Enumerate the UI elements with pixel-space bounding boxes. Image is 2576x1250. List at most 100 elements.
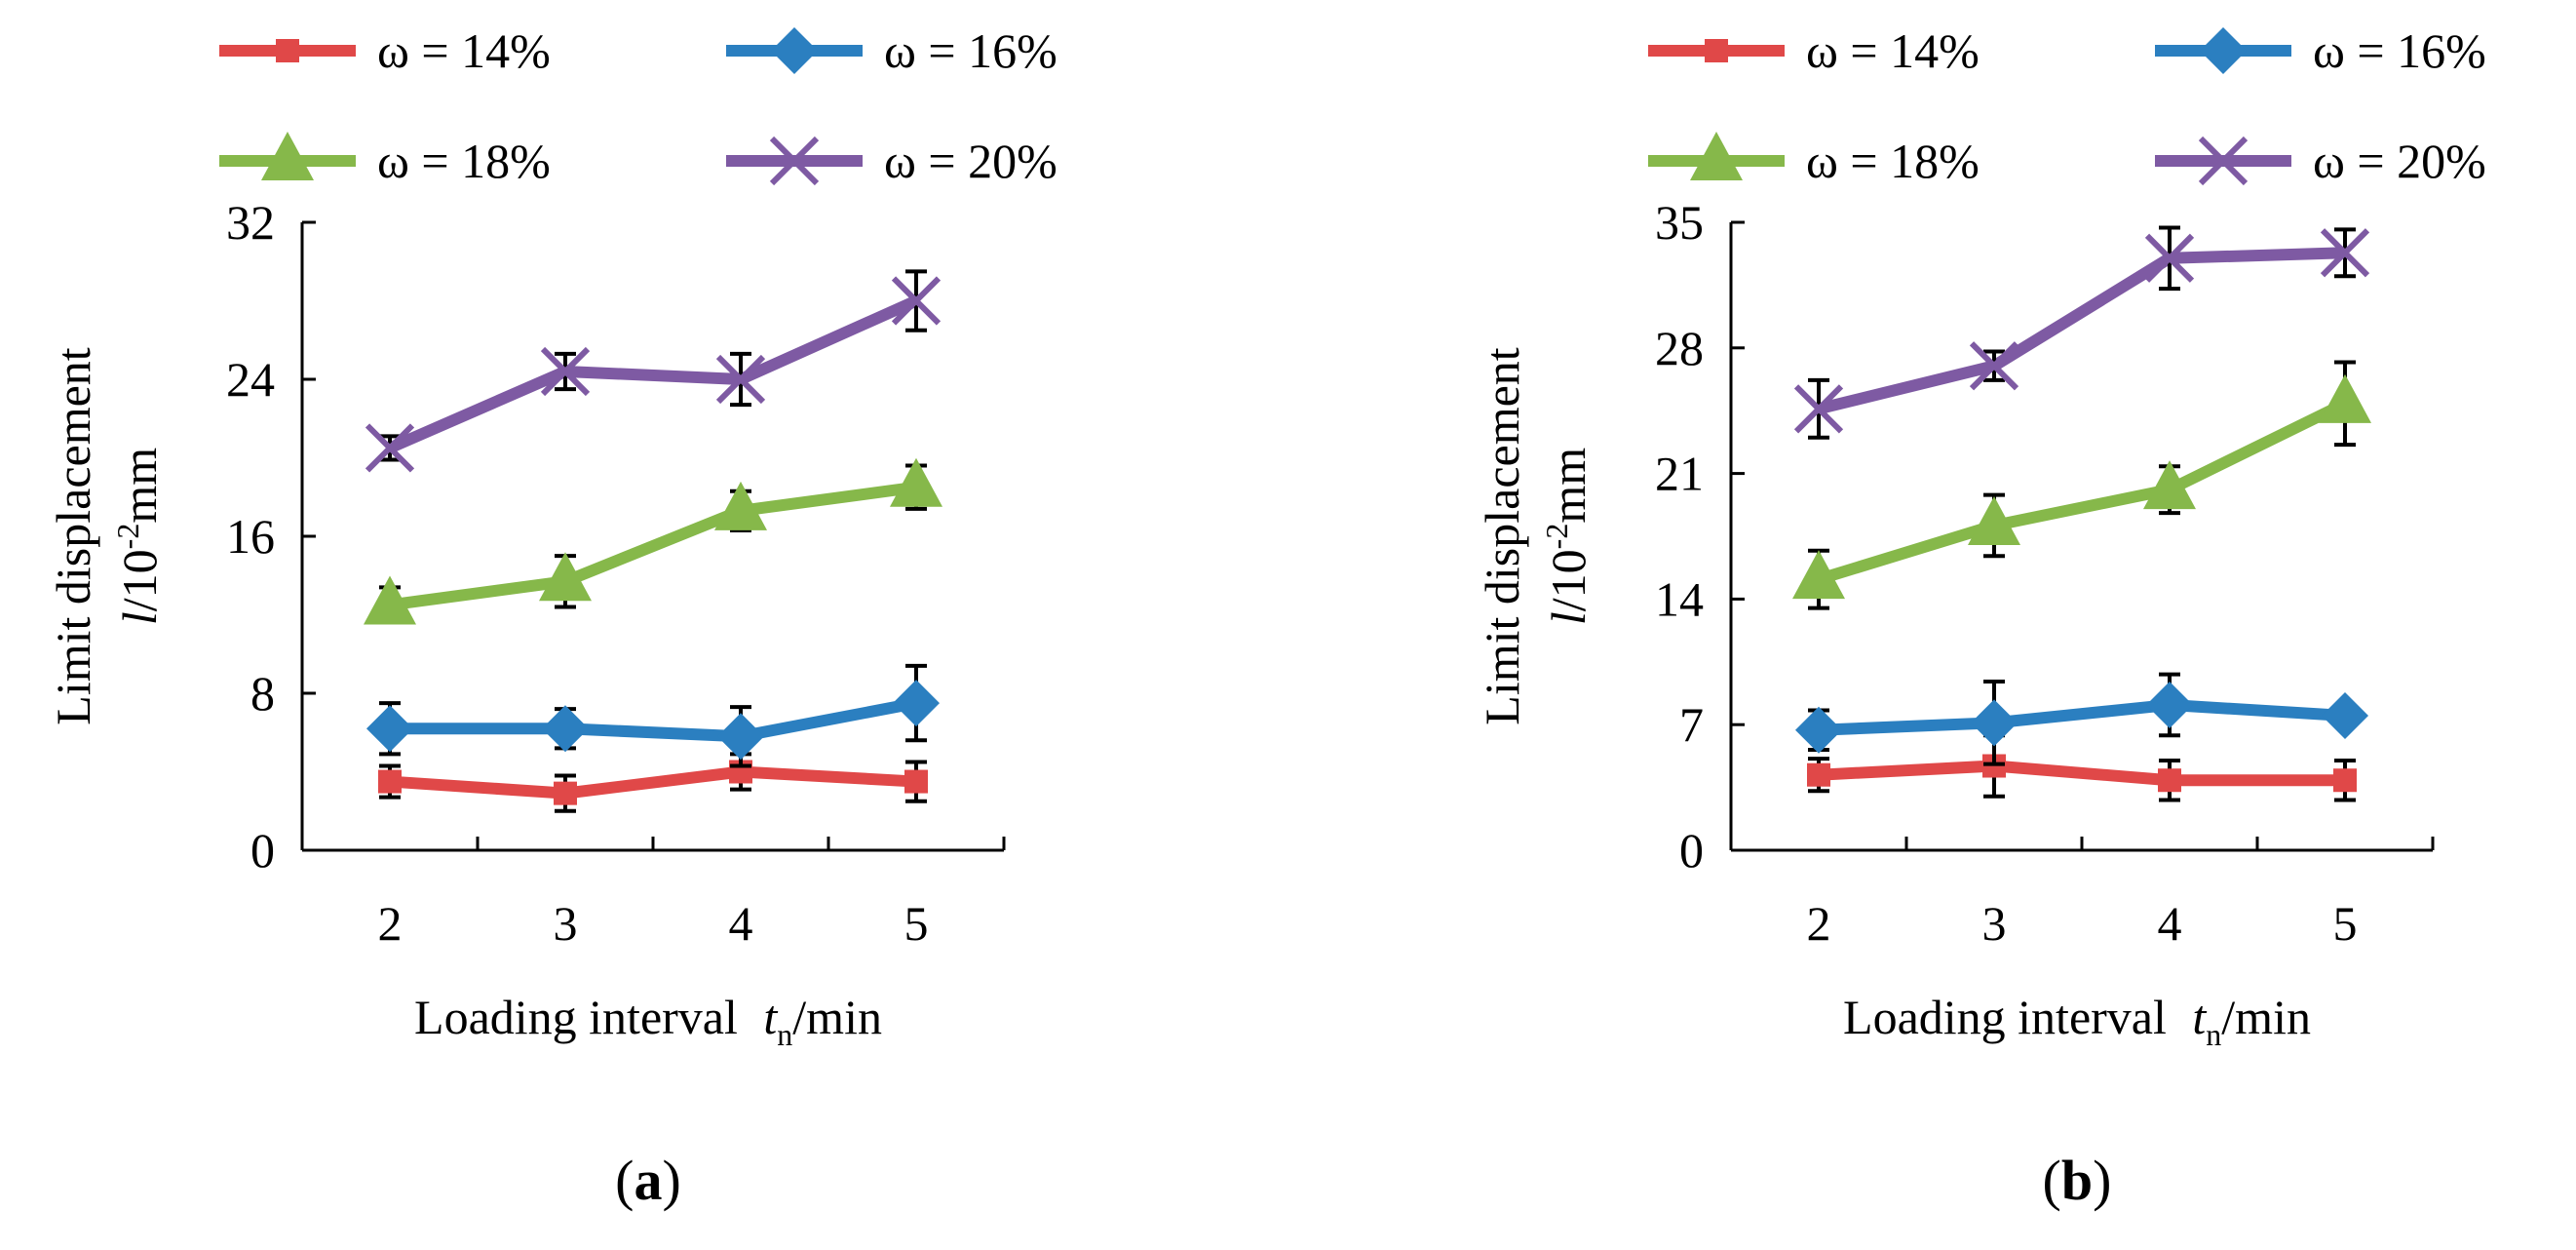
data-point: [542, 705, 589, 753]
x-axis-label-var-b: t: [2192, 990, 2207, 1044]
legend-item: ω = 18%: [219, 132, 551, 188]
y-tick-label: 14: [1655, 571, 1704, 626]
y-axis-label-b: Limit displacement: [1475, 347, 1529, 725]
panel-letter-a: a: [634, 1149, 663, 1212]
data-point: [364, 575, 416, 625]
legend-label: ω = 18%: [377, 134, 551, 188]
series: [366, 663, 940, 768]
panel-paren-open-b: (: [2043, 1149, 2061, 1212]
y-axis-label-a: Limit displacement: [46, 347, 100, 725]
x-tick-label: 3: [1982, 896, 2007, 951]
legend-item: ω = 20%: [2155, 134, 2486, 188]
legend-a: ω = 14% ω = 16% ω = 18% ω = 20%: [219, 23, 1057, 188]
series-line: [390, 697, 918, 743]
panel-b: ω = 14% ω = 16% ω = 18% ω = 20% Limit displ…: [1475, 23, 2486, 1212]
data-point: [1793, 384, 1844, 434]
legend-marker: [771, 27, 818, 74]
x-tick-label: 5: [2333, 896, 2358, 951]
data-point: [366, 705, 413, 753]
legend-marker: [261, 132, 314, 180]
series-line: [387, 295, 919, 453]
legend-item: ω = 16%: [2155, 23, 2486, 78]
series: [1795, 672, 2368, 766]
panel-letter-b: b: [2061, 1149, 2093, 1212]
y-axis-unit-exp-a: -2: [110, 524, 145, 550]
x-axis-label-var-a: t: [763, 990, 778, 1044]
legend-marker: [2200, 27, 2247, 74]
data-point: [365, 423, 415, 473]
data-point: [2333, 768, 2357, 793]
y-tick-label: 21: [1655, 447, 1704, 501]
y-tick-label: 35: [1655, 195, 1704, 250]
x-axis-label-main-b: Loading interval: [1843, 990, 2178, 1044]
y-tick-label: 24: [226, 352, 275, 407]
y-axis-unit-mm-b: mm: [1541, 448, 1596, 524]
plot-area-a: [364, 269, 942, 813]
data-point: [540, 346, 591, 397]
data-point: [378, 769, 402, 794]
legend-item: ω = 18%: [1648, 132, 1980, 188]
legend-marker: [276, 39, 299, 62]
y-tick-label: 32: [226, 195, 275, 250]
series: [1793, 225, 2370, 440]
data-point: [717, 713, 764, 761]
panel-paren-close-a: ): [663, 1149, 681, 1212]
panel-label-b: (b): [2043, 1149, 2112, 1212]
data-point: [2143, 460, 2196, 510]
data-point: [2322, 692, 2368, 739]
legend-label: ω = 16%: [2313, 23, 2486, 78]
panel-label-a: (a): [615, 1149, 681, 1212]
data-point: [890, 457, 942, 507]
legend-label: ω = 14%: [1806, 23, 1980, 78]
data-point: [1807, 762, 1830, 787]
series-line: [1817, 398, 2348, 585]
x-axis-label-sub-a: n: [777, 1017, 792, 1052]
legend-item: ω = 14%: [1648, 23, 1980, 78]
y-tick-label: 16: [226, 509, 275, 564]
x-tick-label: 5: [904, 896, 929, 951]
y-tick-label: 28: [1655, 321, 1704, 375]
series-line: [389, 481, 917, 611]
y-tick-label: 8: [250, 666, 275, 721]
data-point: [1792, 550, 1845, 600]
data-point: [539, 552, 592, 602]
x-tick-label: 2: [378, 896, 403, 951]
series: [365, 269, 942, 473]
legend-label: ω = 14%: [377, 23, 551, 78]
x-axis-label-sub-b: n: [2206, 1017, 2221, 1052]
x-tick-label: 4: [729, 896, 753, 951]
series: [1807, 733, 2357, 802]
legend-marker: [1690, 132, 1743, 180]
x-axis-label-b: Loading interval tn/min: [1843, 990, 2311, 1052]
data-point: [904, 769, 928, 794]
legend-marker: [2198, 136, 2249, 186]
y-tick-label: 0: [250, 823, 275, 878]
series: [364, 457, 942, 625]
legend-label: ω = 20%: [2313, 134, 2486, 188]
y-axis-unit-base-a: /10: [112, 549, 167, 611]
legend-label: ω = 20%: [884, 134, 1057, 188]
data-point: [893, 680, 940, 727]
data-point: [1969, 341, 2019, 391]
x-tick-label: 4: [2158, 896, 2182, 951]
data-point: [2144, 233, 2195, 283]
data-point: [1971, 699, 2018, 747]
data-point: [1795, 706, 1842, 754]
panel-paren-close-b: ): [2093, 1149, 2111, 1212]
axes-b: 0 7 14 21 28 35 2 3 4 5: [1655, 195, 2435, 951]
data-point: [2320, 228, 2370, 278]
x-tick-label: 3: [554, 896, 578, 951]
x-tick-label: 2: [1807, 896, 1831, 951]
data-point: [2319, 373, 2371, 423]
x-axis-label-a: Loading interval tn/min: [414, 990, 882, 1052]
data-point: [1968, 495, 2020, 545]
y-axis-unit-var-a: l: [112, 611, 167, 625]
legend-label: ω = 18%: [1806, 134, 1980, 188]
y-axis-unit-var-b: l: [1541, 611, 1596, 625]
plot-area-b: [1792, 225, 2371, 802]
legend-item: ω = 20%: [726, 134, 1057, 188]
data-point: [714, 481, 767, 530]
axes-a: 0 8 16 24 32 2 3 4 5: [226, 195, 1006, 951]
series-line: [1818, 698, 2346, 736]
